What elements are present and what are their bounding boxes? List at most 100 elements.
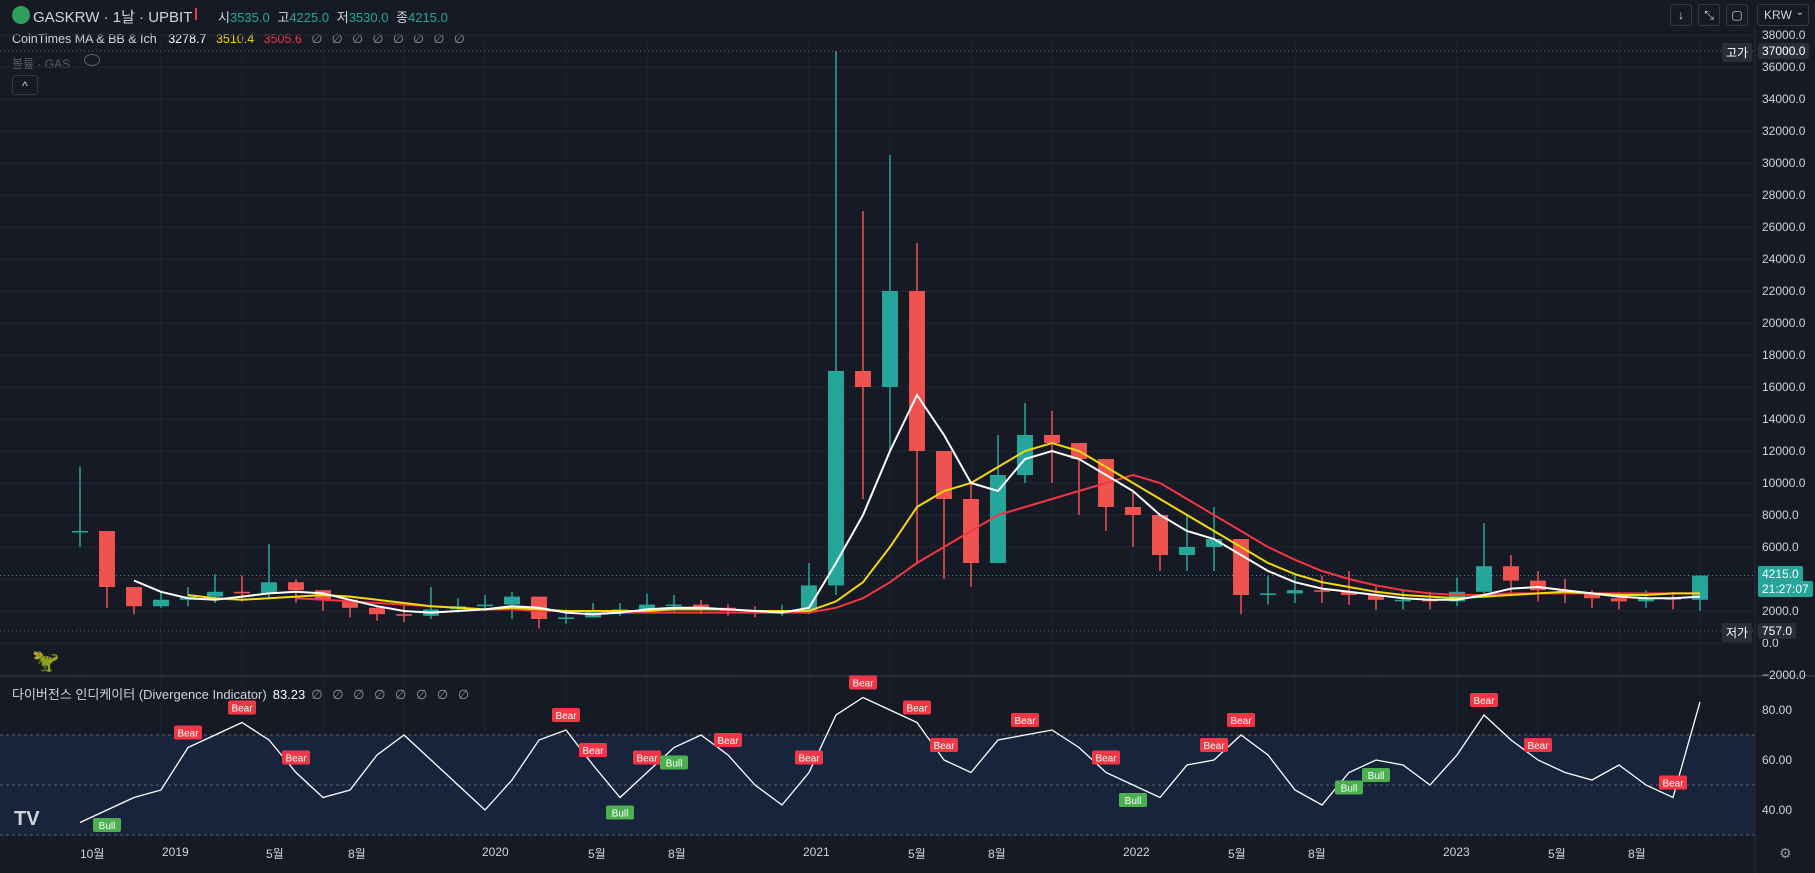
bear-label-box bbox=[714, 733, 742, 747]
candle-body bbox=[801, 585, 817, 611]
time-tick-label: 8월 bbox=[1308, 847, 1326, 861]
price-tick-label: 34000.0 bbox=[1762, 92, 1806, 106]
time-tick-label: 8월 bbox=[348, 847, 366, 861]
ohlc-high-value: 4225.0 bbox=[289, 10, 330, 25]
bear-label: Bear bbox=[177, 729, 199, 740]
bear-label-box bbox=[795, 750, 823, 765]
candle-body bbox=[1206, 539, 1222, 547]
price-tick-label: 36000.0 bbox=[1762, 60, 1806, 74]
bull-label: Bull bbox=[1125, 796, 1142, 807]
bear-label-box bbox=[1011, 713, 1039, 727]
price-tick-label: 26000.0 bbox=[1762, 220, 1806, 234]
time-tick-label: 2020 bbox=[482, 845, 509, 859]
currency-select[interactable]: KRW ⌄ bbox=[1757, 4, 1809, 26]
time-tick-label: 10월 bbox=[80, 847, 105, 861]
symbol-title[interactable]: GASKRW · 1날 · UPBIT bbox=[33, 9, 193, 26]
bear-label-box bbox=[282, 750, 310, 765]
bull-label: Bull bbox=[612, 809, 629, 820]
candle-body bbox=[1341, 591, 1357, 595]
oscillator-tick-label: 40.00 bbox=[1762, 803, 1793, 817]
bull-label-box bbox=[660, 755, 688, 770]
bear-label-box bbox=[1200, 738, 1228, 752]
maximize-button[interactable]: ▢ bbox=[1726, 4, 1748, 26]
bull-label: Bull bbox=[1368, 771, 1385, 782]
candle-body bbox=[207, 591, 223, 597]
candle-body bbox=[234, 591, 250, 594]
candle-body bbox=[1476, 566, 1492, 592]
time-tick-label: 2021 bbox=[803, 845, 830, 859]
bear-label: Bear bbox=[852, 679, 874, 690]
sub-indicator-name: 다이버전스 인디케이터 (Divergence Indicator) bbox=[12, 687, 267, 702]
oscillator-tick-label: 80.00 bbox=[1762, 703, 1793, 717]
candle-body bbox=[558, 617, 574, 619]
ohlc-low-value: 3530.0 bbox=[348, 10, 389, 25]
candle-body bbox=[1125, 507, 1141, 515]
candle-body bbox=[1260, 593, 1276, 595]
candle-body bbox=[990, 475, 1006, 563]
bull-label: Bull bbox=[1341, 784, 1358, 795]
tradingview-logo[interactable]: TV bbox=[14, 808, 40, 830]
chevron-down-icon: ⌄ bbox=[1795, 7, 1804, 18]
bear-label-box bbox=[579, 743, 607, 757]
oscillator-line bbox=[79, 696, 1701, 824]
bull-label: Bull bbox=[666, 759, 683, 770]
candle-body bbox=[477, 604, 493, 607]
bull-label-box bbox=[1119, 793, 1147, 807]
bear-label: Bear bbox=[1095, 754, 1117, 765]
candle-body bbox=[1179, 547, 1195, 555]
price-tick-label: 20000.0 bbox=[1762, 316, 1806, 330]
bear-label-box bbox=[1659, 775, 1687, 790]
price-tick-label: 18000.0 bbox=[1762, 348, 1806, 362]
gear-icon[interactable]: ⚙ bbox=[1779, 845, 1792, 861]
bull-label-box bbox=[1335, 780, 1363, 795]
price-tick-label: 32000.0 bbox=[1762, 124, 1806, 138]
price-tick-label: 2000.0 bbox=[1762, 604, 1799, 618]
candle-body bbox=[1314, 590, 1330, 592]
bear-label: Bear bbox=[231, 704, 253, 715]
eye-hidden-icon[interactable] bbox=[84, 54, 100, 66]
ma-yellow-line bbox=[187, 441, 1700, 612]
time-tick-label: 8월 bbox=[668, 847, 686, 861]
bear-label: Bear bbox=[1473, 696, 1495, 707]
candle-body bbox=[909, 291, 925, 451]
candle-body bbox=[153, 599, 169, 607]
currency-value: KRW bbox=[1764, 8, 1792, 22]
candle-body bbox=[1530, 580, 1546, 591]
candle-body bbox=[1287, 590, 1303, 594]
price-tick-label: 38000.0 bbox=[1762, 28, 1806, 42]
low-tag-value: 757.0 bbox=[1758, 622, 1797, 639]
time-tick-label: 8월 bbox=[988, 847, 1006, 861]
high-tag-value: 37000.0 bbox=[1758, 43, 1810, 59]
candle-body bbox=[342, 599, 358, 608]
countdown-tag: 21:27:07 bbox=[1758, 580, 1813, 597]
collapse-legend-button[interactable]: ^ bbox=[12, 75, 38, 95]
bear-label-box bbox=[174, 725, 202, 740]
download-button[interactable]: ↓ bbox=[1670, 4, 1692, 26]
sub-indicator-legend[interactable]: 다이버전스 인디케이터 (Divergence Indicator) 83.23 ∅… bbox=[12, 684, 472, 703]
sub-indicator-value: 83.23 bbox=[272, 687, 306, 702]
candle-body bbox=[1611, 598, 1627, 602]
candle-body bbox=[1503, 566, 1519, 581]
ohlc-readout: 시3535.0 고4225.0 저3530.0 종4215.0 bbox=[218, 7, 452, 26]
time-tick-label: 2022 bbox=[1123, 845, 1150, 859]
candle-body bbox=[666, 604, 682, 607]
bear-label: Bear bbox=[798, 754, 820, 765]
time-tick-label: 5월 bbox=[1228, 847, 1246, 861]
candle-body bbox=[1044, 435, 1060, 443]
candle-body bbox=[504, 596, 520, 605]
bear-label: Bear bbox=[1527, 741, 1549, 752]
compress-button[interactable]: ⤡ bbox=[1698, 4, 1720, 26]
bear-label: Bear bbox=[906, 704, 928, 715]
ma-white-line bbox=[133, 392, 1701, 616]
oscillator-tick-label: 60.00 bbox=[1762, 753, 1793, 767]
bear-label-box bbox=[552, 708, 580, 722]
candle-body bbox=[1152, 515, 1168, 555]
flag-icon[interactable] bbox=[195, 8, 197, 20]
bear-label: Bear bbox=[1203, 741, 1225, 752]
bear-label-box bbox=[1524, 738, 1552, 752]
last-price-tag: 4215.0 bbox=[1758, 565, 1803, 582]
candle-body bbox=[1584, 593, 1600, 599]
bear-label-box bbox=[1227, 713, 1255, 727]
price-tick-label: 14000.0 bbox=[1762, 412, 1806, 426]
